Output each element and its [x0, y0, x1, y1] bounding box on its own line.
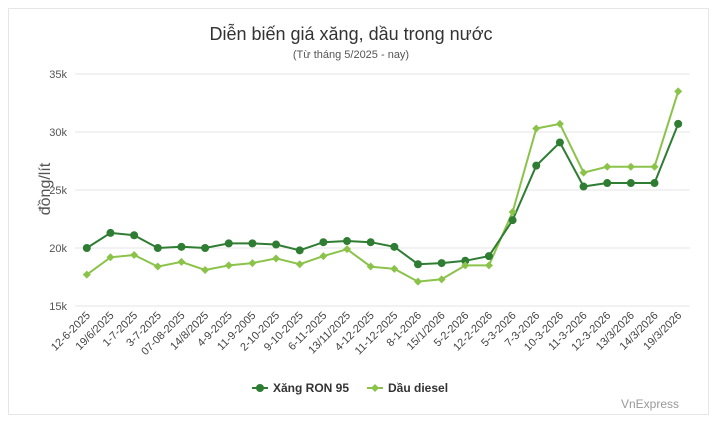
data-point-diesel[interactable] [153, 262, 162, 271]
y-tick-label: 20k [49, 243, 67, 255]
legend-item[interactable]: Dầu diesel [367, 381, 448, 395]
legend-swatch-marker [371, 384, 379, 392]
data-point-diesel[interactable] [413, 277, 422, 286]
legend-item[interactable]: Xăng RON 95 [252, 381, 349, 395]
y-axis-ticks: 15k 20k 25k 30k 35k [49, 69, 67, 313]
data-point-ron95[interactable] [201, 244, 210, 252]
data-point-ron95[interactable] [130, 231, 139, 240]
y-tick-label: 15k [49, 301, 67, 313]
data-point-diesel[interactable] [272, 254, 281, 263]
line-chart: Diễn biến giá xăng, dầu trong nước (Từ t… [37, 23, 690, 411]
data-point-ron95[interactable] [437, 259, 446, 268]
data-point-ron95[interactable] [484, 252, 493, 261]
data-point-ron95[interactable] [177, 242, 186, 251]
data-point-ron95[interactable] [508, 216, 517, 225]
data-point-diesel[interactable] [508, 208, 517, 217]
data-point-diesel[interactable] [532, 124, 541, 133]
data-point-ron95[interactable] [555, 138, 564, 147]
data-point-ron95[interactable] [272, 240, 281, 249]
data-point-diesel[interactable] [295, 260, 304, 269]
data-point-diesel[interactable] [319, 252, 328, 261]
series-line [86, 123, 680, 266]
x-axis-ticks: 12-6-202519/6/20251-7-20253-7-202507-08-… [49, 310, 684, 358]
data-point-diesel[interactable] [106, 253, 115, 262]
data-point-diesel[interactable] [82, 270, 91, 279]
data-point-ron95[interactable] [366, 238, 375, 247]
data-point-ron95[interactable] [413, 260, 422, 269]
credit-text: VnExpress [621, 397, 679, 411]
data-point-diesel[interactable] [484, 261, 493, 270]
data-point-ron95[interactable] [650, 179, 659, 188]
data-point-diesel[interactable] [650, 162, 659, 171]
data-point-diesel[interactable] [343, 245, 352, 254]
y-tick-label: 25k [49, 185, 67, 197]
data-point-ron95[interactable] [603, 179, 612, 188]
y-tick-label: 35k [49, 69, 67, 81]
data-point-diesel[interactable] [130, 250, 139, 259]
gridlines [75, 73, 690, 307]
data-point-ron95[interactable] [579, 182, 588, 191]
chart-title: Diễn biến giá xăng, dầu trong nước [209, 23, 492, 44]
data-point-diesel[interactable] [626, 162, 635, 171]
series-layer [82, 87, 683, 286]
legend-label: Dầu diesel [388, 381, 448, 395]
chart-frame: Diễn biến giá xăng, dầu trong nước (Từ t… [8, 8, 709, 415]
data-point-ron95[interactable] [532, 161, 541, 170]
data-point-diesel[interactable] [461, 261, 470, 270]
data-point-ron95[interactable] [674, 119, 683, 128]
legend[interactable]: Xăng RON 95 Dầu diesel [252, 381, 448, 395]
data-point-ron95[interactable] [106, 228, 115, 237]
data-point-ron95[interactable] [248, 239, 257, 248]
data-point-ron95[interactable] [82, 244, 91, 252]
data-point-diesel[interactable] [674, 87, 683, 96]
data-point-diesel[interactable] [579, 168, 588, 177]
chart-subtitle: (Từ tháng 5/2025 - nay) [293, 49, 409, 61]
data-point-diesel[interactable] [390, 264, 399, 273]
legend-swatch-marker [256, 384, 264, 392]
data-point-diesel[interactable] [201, 266, 210, 275]
data-point-diesel[interactable] [177, 257, 186, 266]
data-point-diesel[interactable] [224, 261, 233, 270]
data-point-ron95[interactable] [319, 238, 328, 247]
data-point-ron95[interactable] [224, 239, 233, 248]
data-point-ron95[interactable] [343, 237, 352, 246]
data-point-diesel[interactable] [437, 275, 446, 284]
data-point-ron95[interactable] [295, 246, 304, 255]
legend-label: Xăng RON 95 [273, 381, 349, 395]
data-point-diesel[interactable] [366, 262, 375, 271]
data-point-diesel[interactable] [555, 119, 564, 128]
y-tick-label: 30k [49, 127, 67, 139]
data-point-diesel[interactable] [603, 162, 612, 171]
data-point-ron95[interactable] [390, 242, 399, 251]
series-line [86, 91, 680, 283]
y-axis-label: đồng/lít [37, 162, 54, 215]
data-point-diesel[interactable] [248, 259, 257, 268]
data-point-ron95[interactable] [153, 244, 162, 252]
data-point-ron95[interactable] [461, 256, 470, 265]
data-point-ron95[interactable] [626, 179, 635, 188]
